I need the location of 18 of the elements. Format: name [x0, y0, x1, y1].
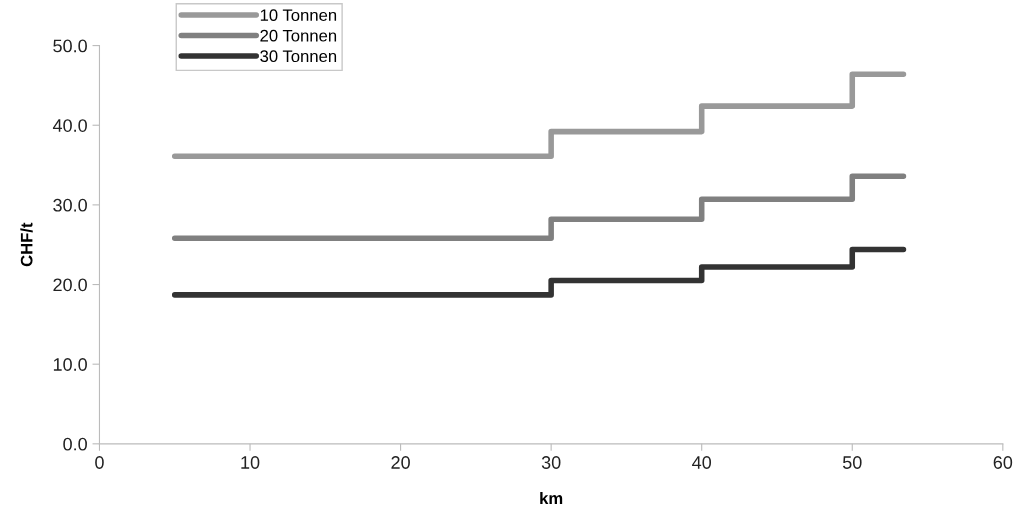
legend-label: 10 Tonnen: [260, 9, 337, 22]
y-tick-label: 20.0: [53, 278, 87, 292]
x-tick-label: 10: [241, 456, 260, 469]
y-axis-title: CHF/t: [20, 222, 33, 267]
y-tick-label: 50.0: [53, 39, 87, 53]
x-tick-label: 30: [541, 456, 561, 469]
legend-label: 20 Tonnen: [260, 29, 337, 42]
y-tick-label: 10.0: [53, 358, 87, 371]
y-tick-label: 0.0: [63, 437, 87, 451]
x-tick-label: 50: [842, 456, 862, 469]
legend-label: 30 Tonnen: [260, 50, 337, 63]
y-tick-label: 40.0: [52, 119, 87, 132]
x-tick-label: 0: [95, 456, 104, 469]
x-axis-title: km: [540, 491, 563, 504]
x-tick-label: 20: [391, 456, 410, 469]
y-tick-label: 30.0: [53, 198, 87, 212]
x-tick-label: 40: [692, 456, 712, 469]
x-tick-label: 60: [993, 456, 1013, 469]
